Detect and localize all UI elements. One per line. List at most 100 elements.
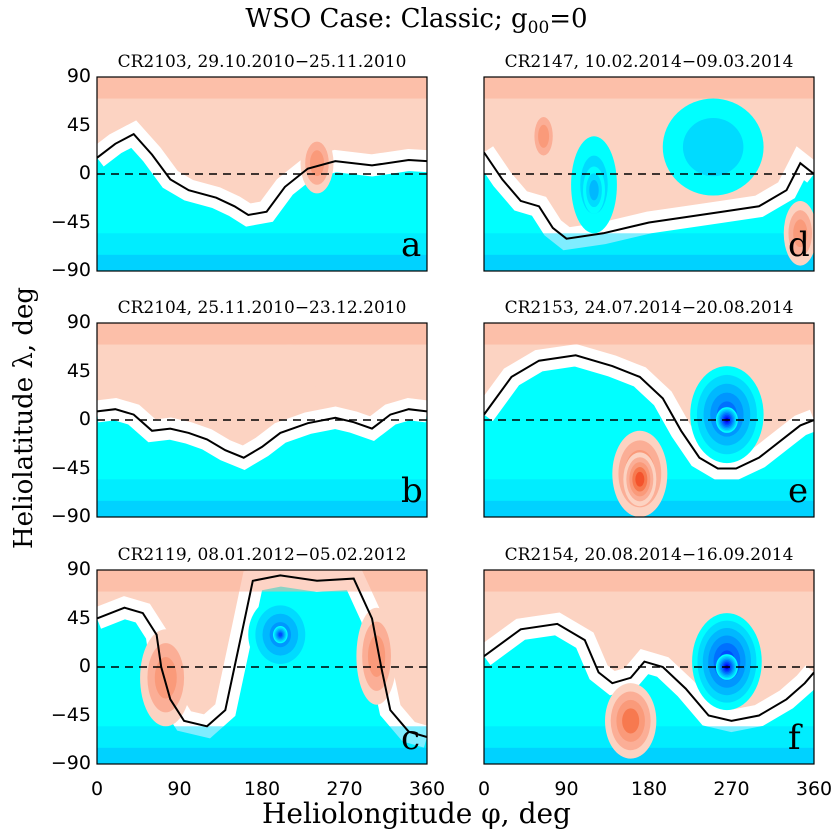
positive-blob-3-level-0 xyxy=(356,607,397,705)
panel-frame xyxy=(96,569,428,765)
neutral-line xyxy=(97,408,427,459)
x-tick-label: 0 xyxy=(477,778,491,800)
negative-blob-0-level-0 xyxy=(690,366,764,464)
negative-blob-1-level-5 xyxy=(278,632,283,637)
panel-plot-area xyxy=(96,322,428,518)
panel-frame xyxy=(483,76,815,272)
x-tick-label: 270 xyxy=(713,778,750,800)
negative-field xyxy=(484,152,814,271)
x-tick-label: 180 xyxy=(243,778,281,800)
positive-blob-2-level-1 xyxy=(618,440,662,508)
panel-plot-area xyxy=(96,76,428,272)
negative-blob-1-level-5 xyxy=(722,414,732,426)
positive-blob-3-level-1 xyxy=(362,621,391,691)
south-pole-band-2 xyxy=(97,254,427,271)
panel-plot-area xyxy=(483,76,815,272)
positive-blob-2-level-1 xyxy=(147,643,185,713)
negative-blob-1-level-1 xyxy=(586,173,602,208)
negative-blob-1-level-3 xyxy=(276,630,285,640)
neutral-band xyxy=(97,570,427,748)
north-pole-band xyxy=(97,323,427,345)
neutral-line xyxy=(484,354,814,470)
negative-field xyxy=(484,355,814,517)
negative-blob-1-level-0 xyxy=(715,654,738,680)
positive-blob-2-level-0 xyxy=(605,683,657,759)
negative-blob-1-level-2 xyxy=(718,657,736,677)
negative-blob-0-level-1 xyxy=(255,605,306,665)
x-tick-label: 180 xyxy=(630,778,668,800)
positive-field xyxy=(484,77,814,271)
panel-frame xyxy=(483,569,815,765)
y-tick-label: 90 xyxy=(66,65,91,87)
negative-blob-1-level-3 xyxy=(719,411,735,429)
neutral-band xyxy=(97,120,427,227)
positive-field xyxy=(97,570,427,764)
neutral-line xyxy=(97,132,427,217)
y-tick-label: 45 xyxy=(66,606,91,629)
negative-blob-1-level-7 xyxy=(724,417,729,423)
north-pole-band xyxy=(484,323,814,345)
negative-field xyxy=(97,575,427,764)
negative-blob-1-level-2 xyxy=(718,410,736,430)
positive-blob-3-level-2 xyxy=(629,462,651,497)
negative-blob-1-level-6 xyxy=(723,663,731,671)
y-tick-label: 90 xyxy=(66,558,91,580)
title-suffix: =0 xyxy=(549,4,588,34)
y-tick-label: −45 xyxy=(50,456,91,479)
positive-blob-2-level-0 xyxy=(140,629,192,727)
y-tick-label: 0 xyxy=(78,655,91,677)
y-tick-label: 0 xyxy=(78,162,91,184)
neutral-band xyxy=(484,344,814,480)
positive-blob-3-level-2 xyxy=(367,635,386,678)
negative-blob-0-level-1 xyxy=(697,620,757,703)
north-pole-band xyxy=(484,570,814,592)
x-tick-label: 270 xyxy=(326,778,363,800)
panel-letter-f: f xyxy=(788,718,801,758)
negative-field xyxy=(97,409,427,517)
negative-blob-0-level-1 xyxy=(696,374,757,455)
negative-field xyxy=(484,623,814,764)
positive-blob-3-level-4 xyxy=(635,471,645,487)
negative-blob-0-level-1 xyxy=(580,155,608,214)
panel-title-b: CR2104, 25.11.2010−23.12.2010 xyxy=(117,298,407,318)
negative-blob-1-level-0 xyxy=(583,166,605,214)
y-tick-label: −90 xyxy=(50,505,91,527)
negative-blob-0-level-5 xyxy=(718,650,735,673)
positive-blob-0-level-0 xyxy=(262,344,317,410)
south-pole-band xyxy=(97,233,427,271)
figure-title: WSO Case: Classic; g00=0 xyxy=(0,4,833,38)
negative-blob-0-level-0 xyxy=(571,136,617,234)
panel-plot-area xyxy=(483,322,815,518)
positive-blob-3-level-0 xyxy=(530,109,557,164)
neutral-line xyxy=(484,622,814,722)
negative-blob-1-level-4 xyxy=(277,631,284,638)
panel-frame xyxy=(483,322,815,518)
neutral-line xyxy=(484,151,814,240)
panel-letter-a: a xyxy=(401,225,422,265)
negative-blob-1-level-2 xyxy=(589,180,599,201)
positive-blob-3-level-3 xyxy=(632,467,648,492)
x-axis-label: Heliolongitude φ, deg xyxy=(262,797,571,830)
south-pole-band xyxy=(97,479,427,517)
south-pole-band-2 xyxy=(484,747,814,764)
negative-blob-0-level-2 xyxy=(702,628,752,696)
panel-letter-e: e xyxy=(788,471,809,511)
negative-field xyxy=(97,134,427,271)
neutral-line xyxy=(97,574,427,739)
south-pole-band-2 xyxy=(97,747,427,764)
south-pole-band xyxy=(484,726,814,764)
panel-title-a: CR2103, 29.10.2010−25.11.2010 xyxy=(117,52,407,72)
positive-blob-2-level-2 xyxy=(624,449,656,498)
south-pole-band xyxy=(97,726,427,764)
y-tick-label: 90 xyxy=(66,311,91,333)
contour-field xyxy=(484,323,814,517)
panel-letter-d: d xyxy=(788,225,810,265)
south-pole-band xyxy=(484,479,814,517)
y-tick-label: −45 xyxy=(50,210,91,233)
y-axis-label: Heliolatitude λ, deg xyxy=(9,286,39,550)
negative-blob-1-level-1 xyxy=(274,627,287,642)
